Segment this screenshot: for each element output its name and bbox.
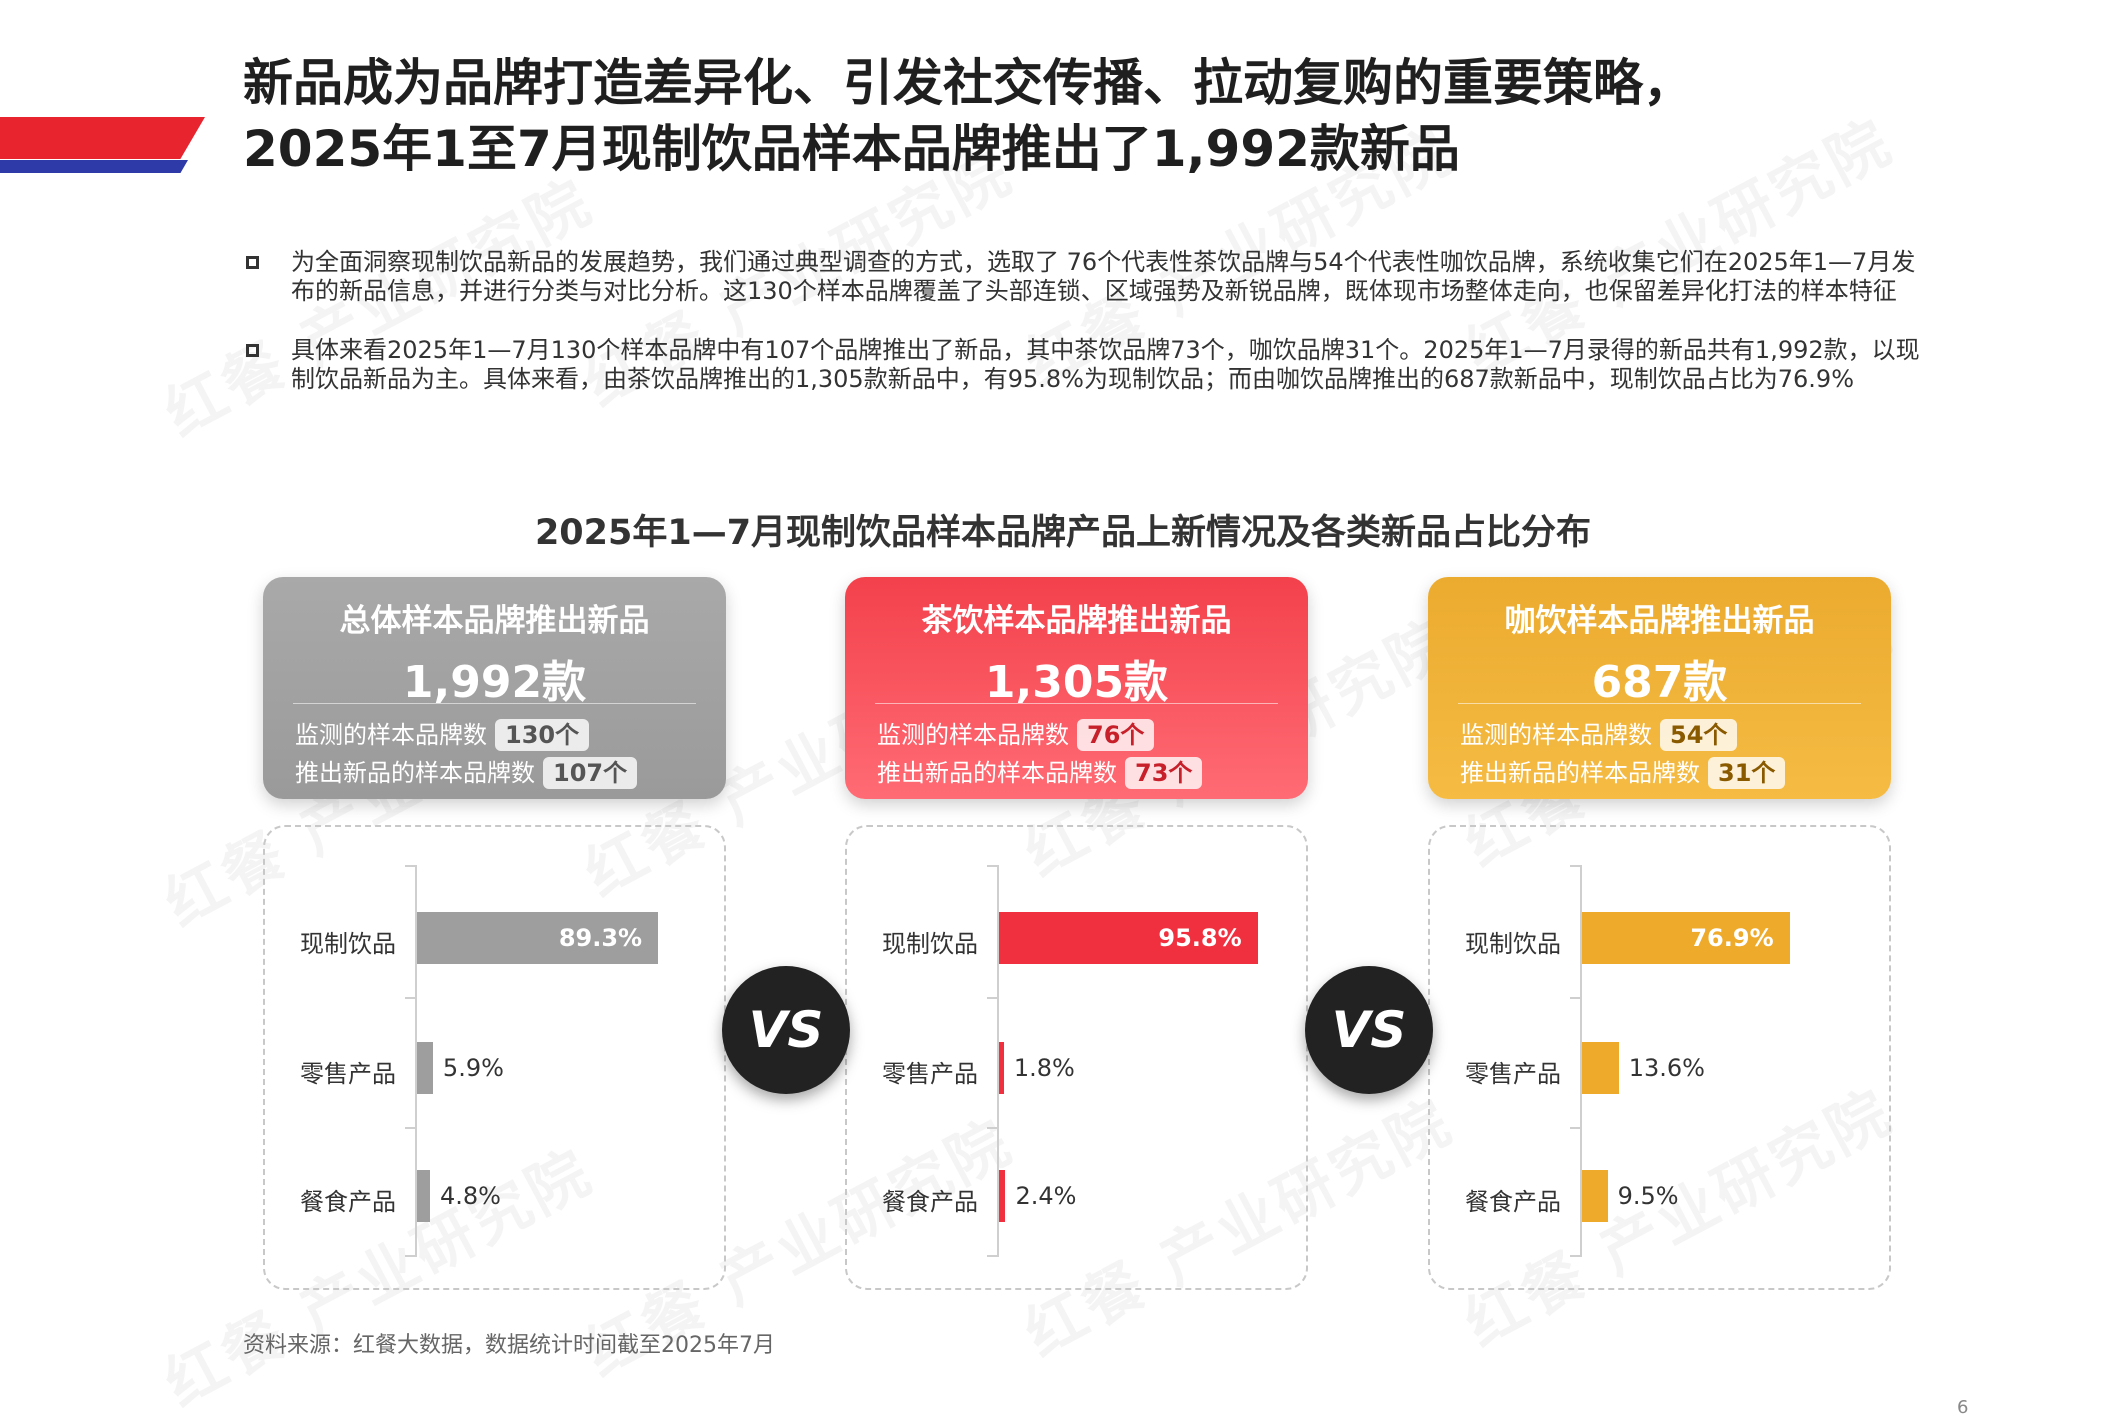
- row-value-badge: 76个: [1077, 719, 1155, 751]
- summary-card-coffee: 咖饮样本品牌推出新品 687款 监测的样本品牌数 54个 推出新品的样本品牌数 31…: [1428, 577, 1891, 799]
- bar: [1582, 1170, 1608, 1222]
- square-bullet-icon: [246, 256, 259, 269]
- card-row-monitored: 监测的样本品牌数 54个: [1460, 715, 1738, 751]
- value-label: 76.9%: [1690, 924, 1774, 952]
- card-head: 咖饮样本品牌推出新品: [1504, 603, 1815, 639]
- axis-tick: [987, 1255, 997, 1257]
- bar: [1582, 1042, 1619, 1094]
- card-row-monitored: 监测的样本品牌数 130个: [295, 715, 590, 751]
- axis-tick: [405, 1255, 415, 1257]
- chart-axis: [997, 865, 999, 1257]
- value-label: 5.9%: [442, 1054, 504, 1082]
- category-label: 餐食产品: [882, 1188, 978, 1216]
- category-label: 餐食产品: [300, 1188, 396, 1216]
- bar: [417, 912, 659, 964]
- row-label: 推出新品的样本品牌数: [295, 759, 535, 787]
- source-note: 资料来源：红餐大数据，数据统计时间截至2025年7月: [243, 1333, 775, 1358]
- header-red-stripe: [0, 117, 205, 159]
- row-label: 推出新品的样本品牌数: [877, 759, 1117, 787]
- row-label: 推出新品的样本品牌数: [1460, 759, 1700, 787]
- summary-card-tea: 茶饮样本品牌推出新品 1,305款 监测的样本品牌数 76个 推出新品的样本品牌数…: [845, 577, 1308, 799]
- vs-badge: VS: [722, 966, 850, 1094]
- value-label: 13.6%: [1628, 1054, 1705, 1082]
- title-line-1: 新品成为品牌打造差异化、引发社交传播、拉动复购的重要策略，: [243, 54, 1693, 112]
- bar: [417, 1170, 430, 1222]
- card-row-launched: 推出新品的样本品牌数 73个: [877, 753, 1203, 789]
- axis-tick: [405, 997, 415, 999]
- axis-tick: [987, 865, 997, 867]
- row-value-badge: 31个: [1708, 757, 1786, 789]
- bar-chart-panel-tea: 现制饮品 95.8% 零售产品 1.8% 餐食产品 2.4%: [845, 825, 1308, 1290]
- page-number: 6: [1957, 1397, 1969, 1418]
- vs-badge: VS: [1305, 966, 1433, 1094]
- category-label: 现制饮品: [1465, 930, 1561, 958]
- bar-chart-panel-coffee: 现制饮品 76.9% 零售产品 13.6% 餐食产品 9.5%: [1428, 825, 1891, 1290]
- title-line-2: 2025年1至7月现制饮品样本品牌推出了1,992款新品: [243, 120, 1460, 178]
- bar: [999, 1170, 1006, 1222]
- value-label: 2.4%: [1015, 1182, 1077, 1210]
- header-blue-stripe: [0, 160, 188, 173]
- row-value-badge: 130个: [495, 719, 590, 751]
- category-label: 零售产品: [1465, 1060, 1561, 1088]
- card-head: 茶饮样本品牌推出新品: [921, 603, 1232, 639]
- row-label: 监测的样本品牌数: [295, 721, 487, 749]
- bar: [999, 912, 1258, 964]
- bar-chart-panel-total: 现制饮品 89.3% 零售产品 5.9% 餐食产品 4.8%: [263, 825, 726, 1290]
- axis-tick: [405, 1127, 415, 1129]
- value-label: 95.8%: [1158, 924, 1242, 952]
- bullet-item: 具体来看2025年1—7月130个样本品牌中有107个品牌推出了新品，其中茶饮品…: [243, 336, 1923, 394]
- bar: [999, 1042, 1004, 1094]
- category-label: 零售产品: [882, 1060, 978, 1088]
- row-value-badge: 73个: [1125, 757, 1203, 789]
- chart-axis: [1580, 865, 1582, 1257]
- axis-tick: [987, 1127, 997, 1129]
- card-row-launched: 推出新品的样本品牌数 31个: [1460, 753, 1786, 789]
- card-divider: [875, 703, 1278, 704]
- row-value-badge: 54个: [1660, 719, 1738, 751]
- axis-tick: [405, 865, 415, 867]
- page-title: 新品成为品牌打造差异化、引发社交传播、拉动复购的重要策略， 2025年1至7月现…: [243, 50, 1993, 182]
- category-label: 现制饮品: [882, 930, 978, 958]
- chart-axis: [415, 865, 417, 1257]
- axis-tick: [1570, 1255, 1580, 1257]
- axis-tick: [987, 997, 997, 999]
- card-row-launched: 推出新品的样本品牌数 107个: [295, 753, 638, 789]
- row-value-badge: 107个: [543, 757, 638, 789]
- card-row-monitored: 监测的样本品牌数 76个: [877, 715, 1155, 751]
- category-label: 现制饮品: [300, 930, 396, 958]
- card-total-count: 687款: [1591, 657, 1728, 708]
- bullet-text: 具体来看2025年1—7月130个样本品牌中有107个品牌推出了新品，其中茶饮品…: [291, 336, 1920, 393]
- card-total-count: 1,305款: [984, 657, 1169, 708]
- axis-tick: [1570, 865, 1580, 867]
- value-label: 4.8%: [439, 1182, 501, 1210]
- axis-tick: [1570, 997, 1580, 999]
- value-label: 1.8%: [1013, 1054, 1075, 1082]
- row-label: 监测的样本品牌数: [1460, 721, 1652, 749]
- bullet-item: 为全面洞察现制饮品新品的发展趋势，我们通过典型调查的方式，选取了 76个代表性茶…: [243, 248, 1923, 306]
- card-head: 总体样本品牌推出新品: [339, 603, 650, 639]
- chart-title: 2025年1—7月现制饮品样本品牌产品上新情况及各类新品占比分布: [534, 513, 1592, 553]
- card-total-count: 1,992款: [402, 657, 587, 708]
- axis-tick: [1570, 1127, 1580, 1129]
- value-label: 89.3%: [558, 924, 643, 952]
- bullet-text: 为全面洞察现制饮品新品的发展趋势，我们通过典型调查的方式，选取了 76个代表性茶…: [291, 248, 1916, 305]
- card-divider: [1458, 703, 1861, 704]
- bullet-list: 为全面洞察现制饮品新品的发展趋势，我们通过典型调查的方式，选取了 76个代表性茶…: [243, 248, 1923, 424]
- value-label: 9.5%: [1617, 1182, 1679, 1210]
- bar: [417, 1042, 433, 1094]
- row-label: 监测的样本品牌数: [877, 721, 1069, 749]
- square-bullet-icon: [246, 344, 259, 357]
- category-label: 餐食产品: [1465, 1188, 1561, 1216]
- summary-card-total: 总体样本品牌推出新品 1,992款 监测的样本品牌数 130个 推出新品的样本品牌…: [263, 577, 726, 799]
- card-divider: [293, 703, 696, 704]
- bar: [1582, 912, 1790, 964]
- category-label: 零售产品: [300, 1060, 396, 1088]
